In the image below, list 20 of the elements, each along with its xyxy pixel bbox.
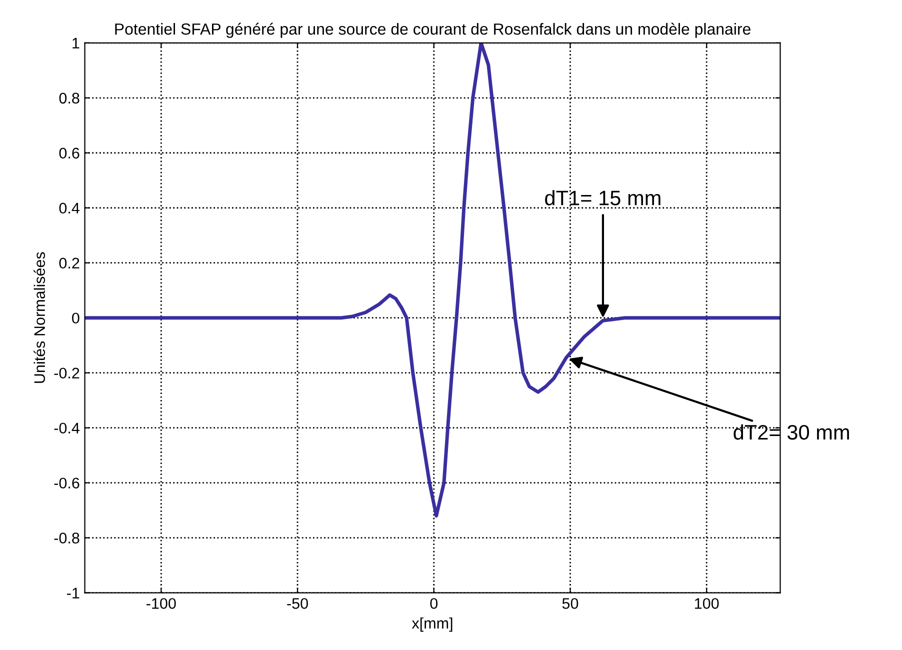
y-axis-title: Unités Normalisées — [34, 252, 46, 383]
y-tick-label: -0.4 — [54, 422, 80, 434]
x-tick-label: -100 — [146, 598, 176, 609]
x-tick-label: 50 — [562, 598, 578, 609]
y-tick-label: -1 — [67, 588, 80, 598]
y-tick-label: 0.2 — [59, 258, 80, 269]
y-tick-label: 0.4 — [59, 202, 80, 214]
y-tick-label: -0.2 — [54, 368, 80, 379]
y-tick-label: 0 — [72, 312, 80, 324]
y-tick-label: 1 — [72, 38, 80, 48]
y-tick-label: -0.6 — [54, 478, 80, 489]
chart-title: Potentiel SFAP généré par une source de courant de Rosenfalck dans un modèle planaire — [115, 22, 750, 38]
y-tick-label: 0.6 — [59, 148, 80, 159]
y-tick-label: -0.8 — [54, 532, 80, 544]
x-tick-label: 100 — [695, 598, 719, 609]
x-axis-title: x[mm] — [412, 617, 452, 632]
x-tick-label: -50 — [287, 598, 308, 609]
annotation: dT1= 15 mm — [545, 190, 660, 206]
x-tick-label: 0 — [430, 598, 438, 609]
y-tick-label: 0.8 — [59, 92, 80, 104]
